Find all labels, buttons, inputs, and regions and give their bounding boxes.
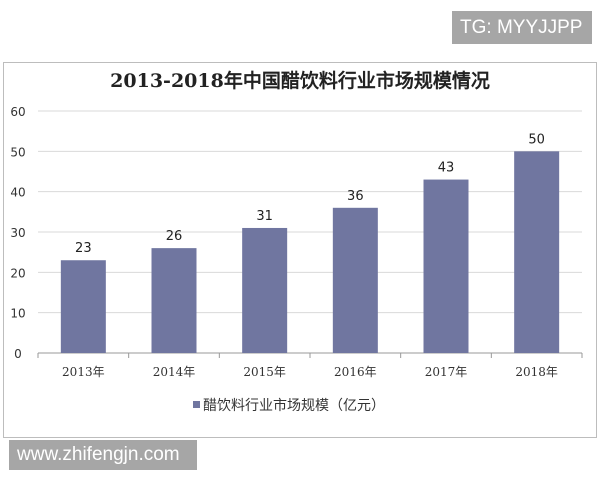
data-label: 26 — [166, 229, 183, 244]
legend: 醋饮料行业市场规模（亿元） — [193, 397, 385, 414]
x-tick-label: 2018年 — [515, 365, 558, 379]
y-tick-label: 10 — [10, 307, 25, 321]
data-label: 50 — [528, 132, 545, 147]
x-tick-label: 2014年 — [153, 365, 196, 379]
chart-frame — [3, 62, 597, 438]
bar — [332, 207, 378, 353]
watermark-site: www.zhifengjn.com — [9, 440, 197, 470]
bar — [151, 248, 197, 353]
y-tick-label: 60 — [10, 105, 25, 119]
y-tick-label: 30 — [10, 226, 25, 240]
watermark-tg: TG: MYYJJPP — [452, 11, 592, 44]
x-tick-label: 2013年 — [62, 365, 105, 379]
bar — [60, 260, 106, 353]
legend-label: 醋饮料行业市场规模（亿元） — [203, 397, 385, 414]
y-tick-label: 40 — [10, 186, 25, 200]
bar — [514, 151, 560, 353]
legend-swatch — [193, 401, 200, 408]
x-tick-label: 2017年 — [425, 365, 468, 379]
x-tick-label: 2015年 — [243, 365, 286, 379]
data-label: 23 — [75, 241, 92, 256]
y-tick-label: 0 — [14, 347, 22, 361]
data-label: 31 — [256, 209, 273, 224]
x-tick-label: 2016年 — [334, 365, 377, 379]
y-tick-label: 50 — [10, 145, 25, 159]
bar — [242, 227, 288, 353]
chart-title: 2013-2018年中国醋饮料行业市场规模情况 — [110, 69, 490, 92]
bar — [423, 179, 469, 353]
data-label: 36 — [347, 189, 364, 204]
y-tick-label: 20 — [10, 266, 25, 280]
data-label: 43 — [438, 161, 455, 176]
